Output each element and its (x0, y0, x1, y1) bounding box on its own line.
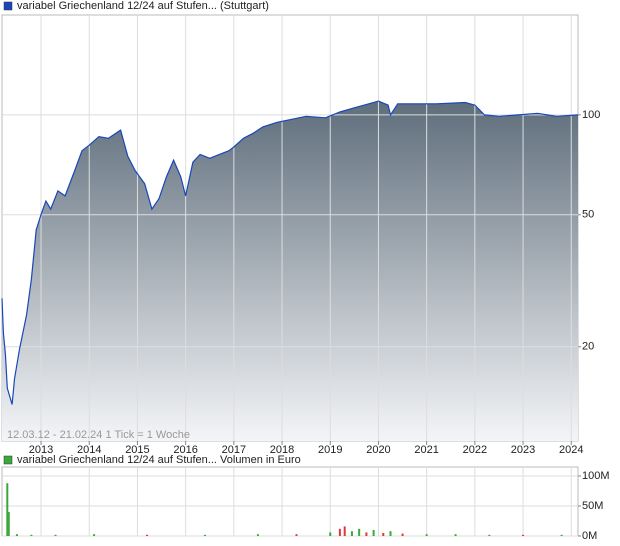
volume-bar (382, 533, 385, 536)
volume-bar (365, 532, 368, 536)
volume-bar (350, 531, 353, 536)
volume-bar (6, 483, 9, 536)
volume-bar (146, 534, 149, 536)
x-tick-label: 2016 (173, 444, 197, 456)
y-tick-label: 0M (582, 530, 597, 542)
volume-bar (560, 534, 563, 536)
x-tick-label: 2013 (29, 444, 53, 456)
legend-swatch (3, 1, 13, 11)
annotation: 12.03.12 - 21.02.24 1 Tick = 1 Woche (7, 429, 190, 441)
legend-title: variabel Griechenland 12/24 auf Stufen..… (17, 454, 301, 466)
x-tick-label: 2024 (559, 444, 583, 456)
y-tick-label: 50 (582, 209, 594, 221)
legend-title: variabel Griechenland 12/24 auf Stufen..… (17, 0, 269, 12)
price-line (1, 100, 579, 405)
x-tick-label: 2018 (270, 444, 294, 456)
volume-bar (54, 534, 57, 536)
volume-bar (15, 534, 18, 536)
volume-bar (358, 528, 361, 536)
volume-bar (30, 534, 33, 536)
volume-bar (389, 531, 392, 536)
volume-bar (329, 532, 332, 536)
x-tick-label: 2021 (414, 444, 438, 456)
price-area (2, 101, 578, 441)
volume-bar (454, 534, 457, 536)
y-tick-label: 20 (582, 341, 594, 353)
x-tick-label: 2014 (77, 444, 101, 456)
volume-bar (372, 530, 375, 536)
volume-bar (7, 512, 10, 536)
volume-bar (343, 526, 346, 536)
volume-bar (338, 528, 341, 536)
volume-bar (401, 533, 404, 536)
x-tick-label: 2020 (366, 444, 390, 456)
x-tick-label: 2017 (222, 444, 246, 456)
volume-bar (93, 534, 96, 536)
volume-bar (203, 534, 206, 536)
y-tick-label: 50M (582, 500, 603, 512)
x-tick-label: 2019 (318, 444, 342, 456)
x-tick-label: 2022 (463, 444, 487, 456)
y-tick-label: 100 (582, 109, 600, 121)
volume-bar (425, 534, 428, 536)
volume-bar (256, 534, 259, 536)
volume-bar (295, 534, 298, 536)
x-tick-label: 2023 (511, 444, 535, 456)
y-tick-label: 100M (582, 470, 610, 482)
plot-frame (1, 466, 579, 537)
legend-swatch (3, 455, 13, 465)
volume-bar (488, 534, 491, 536)
x-tick-label: 2015 (125, 444, 149, 456)
volume-bar (522, 534, 525, 536)
